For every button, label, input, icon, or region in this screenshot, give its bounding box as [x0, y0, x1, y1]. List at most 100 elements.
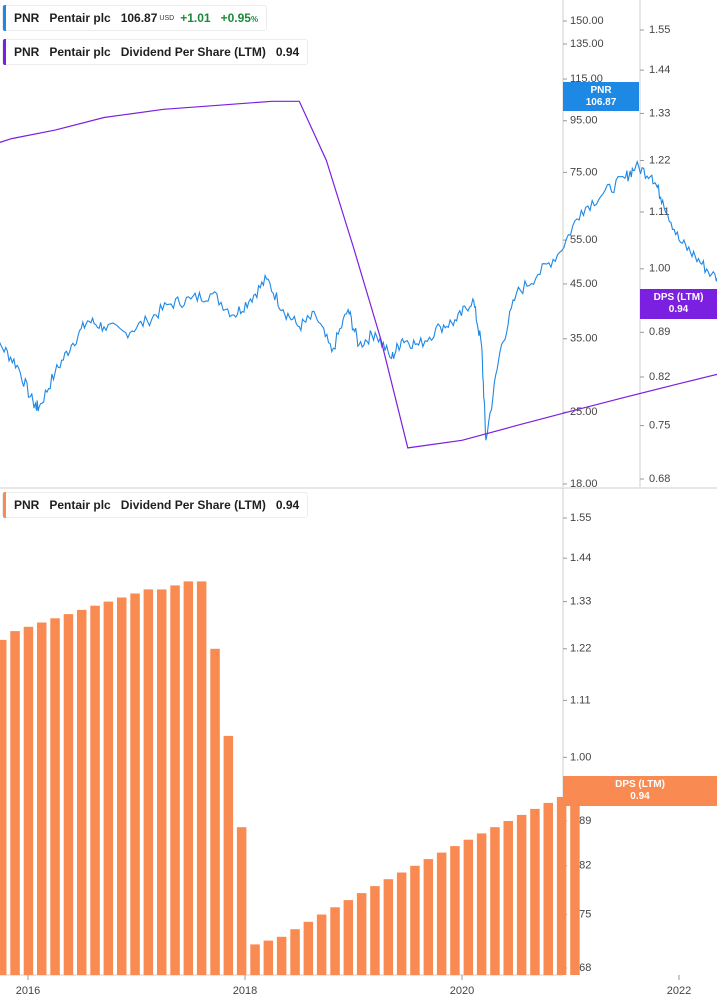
legend-price-change-pct: +0.95% — [220, 11, 259, 25]
price-tag-label: PNR — [590, 84, 612, 96]
dps-series-line — [0, 100, 717, 449]
dps-bar — [516, 814, 527, 975]
dps-bar — [330, 907, 340, 975]
dps-bottom-tick-label: 1.44 — [570, 552, 591, 564]
price-tick-label: 150.00 — [570, 15, 604, 27]
legend-price: PNR Pentair plc 106.87 USD +1.01 +0.95% — [2, 5, 268, 31]
dps-top-tick-label: 0.75 — [649, 420, 670, 432]
dps-bar — [90, 605, 100, 975]
x-tick-label: 2022 — [667, 985, 691, 997]
legend-dps-bottom-value: 0.94 — [275, 498, 300, 512]
dps-top-tick-label: 0.68 — [649, 473, 670, 485]
dps-bar — [490, 827, 500, 975]
dps-bar — [23, 626, 34, 975]
dps-bar — [316, 914, 327, 975]
legend-dps-top-ticker: PNR — [14, 45, 40, 59]
dps-bottom-tick-label: 1.55 — [570, 512, 591, 524]
dps-top-tick-label: 1.44 — [649, 64, 670, 76]
legend-dps-top: PNR Pentair plc Dividend Per Share (LTM)… — [2, 39, 309, 65]
dps-top-tick-label: 0.89 — [649, 326, 670, 338]
dps-bottom-tag-label: DPS (LTM) — [615, 779, 665, 790]
x-tick-label: 2018 — [233, 985, 257, 997]
price-tick-label: 135.00 — [570, 38, 604, 50]
legend-dps-bottom: PNR Pentair plc Dividend Per Share (LTM)… — [2, 492, 309, 518]
price-tag-value: 106.87 — [585, 96, 617, 108]
legend-dps-top-value: 0.94 — [275, 45, 300, 59]
dps-bar — [210, 648, 220, 975]
dps-bar — [170, 585, 180, 975]
dps-top-tick-label: 0.82 — [649, 371, 670, 383]
legend-price-value: 106.87 — [120, 11, 158, 25]
dps-bar — [396, 872, 407, 975]
dps-bar — [503, 821, 513, 975]
dps-bottom-tick-label: 1.00 — [570, 751, 591, 763]
dps-bar — [276, 936, 287, 975]
dps-bottom-tag-value: 0.94 — [630, 791, 650, 802]
dps-bar — [117, 597, 127, 975]
dps-bottom-tag: DPS (LTM) 0.94 — [563, 776, 717, 806]
dps-bar — [196, 581, 207, 975]
dps-bar — [343, 900, 354, 975]
dps-bar — [423, 859, 434, 975]
price-tick-label: 95.00 — [570, 115, 598, 127]
dps-bottom-tick-label: 1.22 — [570, 643, 591, 655]
dps-bar — [370, 886, 380, 975]
dps-bar — [157, 589, 167, 975]
legend-price-ticker: PNR — [14, 11, 40, 25]
dps-bar — [10, 631, 20, 975]
price-tick-label: 18.00 — [570, 478, 598, 490]
dps-top-tick-label: 1.33 — [649, 107, 670, 119]
price-tick-label: 45.00 — [570, 278, 598, 290]
legend-dps-bottom-ticker: PNR — [14, 498, 40, 512]
legend-dps-top-color — [3, 39, 6, 65]
x-tick-label: 2016 — [16, 985, 40, 997]
legend-dps-bottom-name: Pentair plc — [49, 498, 111, 512]
dps-bar — [223, 735, 234, 975]
dps-bar — [103, 601, 114, 975]
dps-bar — [383, 879, 394, 975]
dps-bar — [130, 593, 140, 975]
legend-dps-bottom-metric: Dividend Per Share (LTM) — [120, 498, 266, 512]
legend-price-color — [3, 5, 6, 31]
price-tick-label: 35.00 — [570, 333, 598, 345]
dps-bar — [236, 827, 247, 975]
dps-bar — [543, 802, 553, 975]
dps-bar — [476, 833, 487, 975]
dps-bar — [50, 618, 60, 975]
dps-top-tick-label: 1.22 — [649, 154, 670, 166]
dps-bar — [77, 609, 87, 975]
dps-bar — [450, 846, 460, 975]
dps-top-tick-label: 1.55 — [649, 24, 670, 36]
dps-bar — [303, 921, 314, 975]
dps-bar — [556, 797, 567, 975]
legend-dps-bottom-color — [3, 492, 6, 518]
legend-price-change: +1.01 — [180, 11, 211, 25]
dps-top-tag-value: 0.94 — [668, 304, 689, 315]
dps-bar — [570, 785, 580, 975]
dps-bar — [436, 852, 447, 975]
legend-dps-top-name: Pentair plc — [49, 45, 111, 59]
price-tag: PNR 106.87 — [563, 82, 639, 111]
dps-bar — [250, 944, 260, 975]
dps-top-tick-label: 1.00 — [649, 263, 670, 275]
price-series-line — [0, 159, 717, 441]
dps-bar — [37, 622, 47, 975]
dps-bar — [63, 614, 74, 975]
price-tick-label: 75.00 — [570, 166, 598, 178]
dps-bar — [183, 581, 194, 975]
dps-bar — [530, 808, 540, 975]
dps-top-tag-label: DPS (LTM) — [653, 292, 704, 303]
dps-bar — [0, 639, 7, 975]
legend-price-currency: USD — [159, 14, 175, 22]
price-tick-label: 115.00 — [570, 73, 603, 85]
dps-bottom-tick-label: 1.11 — [570, 694, 591, 706]
legend-dps-top-metric: Dividend Per Share (LTM) — [120, 45, 266, 59]
dps-top-tag: DPS (LTM) 0.94 — [640, 289, 717, 319]
dps-bar — [263, 940, 274, 975]
dps-bar — [410, 865, 420, 975]
x-tick-label: 2020 — [450, 985, 474, 997]
dps-top-tick-label: 1.11 — [649, 206, 670, 218]
dps-bar — [290, 929, 300, 975]
dps-bottom-tick-label: 1.33 — [570, 596, 591, 608]
